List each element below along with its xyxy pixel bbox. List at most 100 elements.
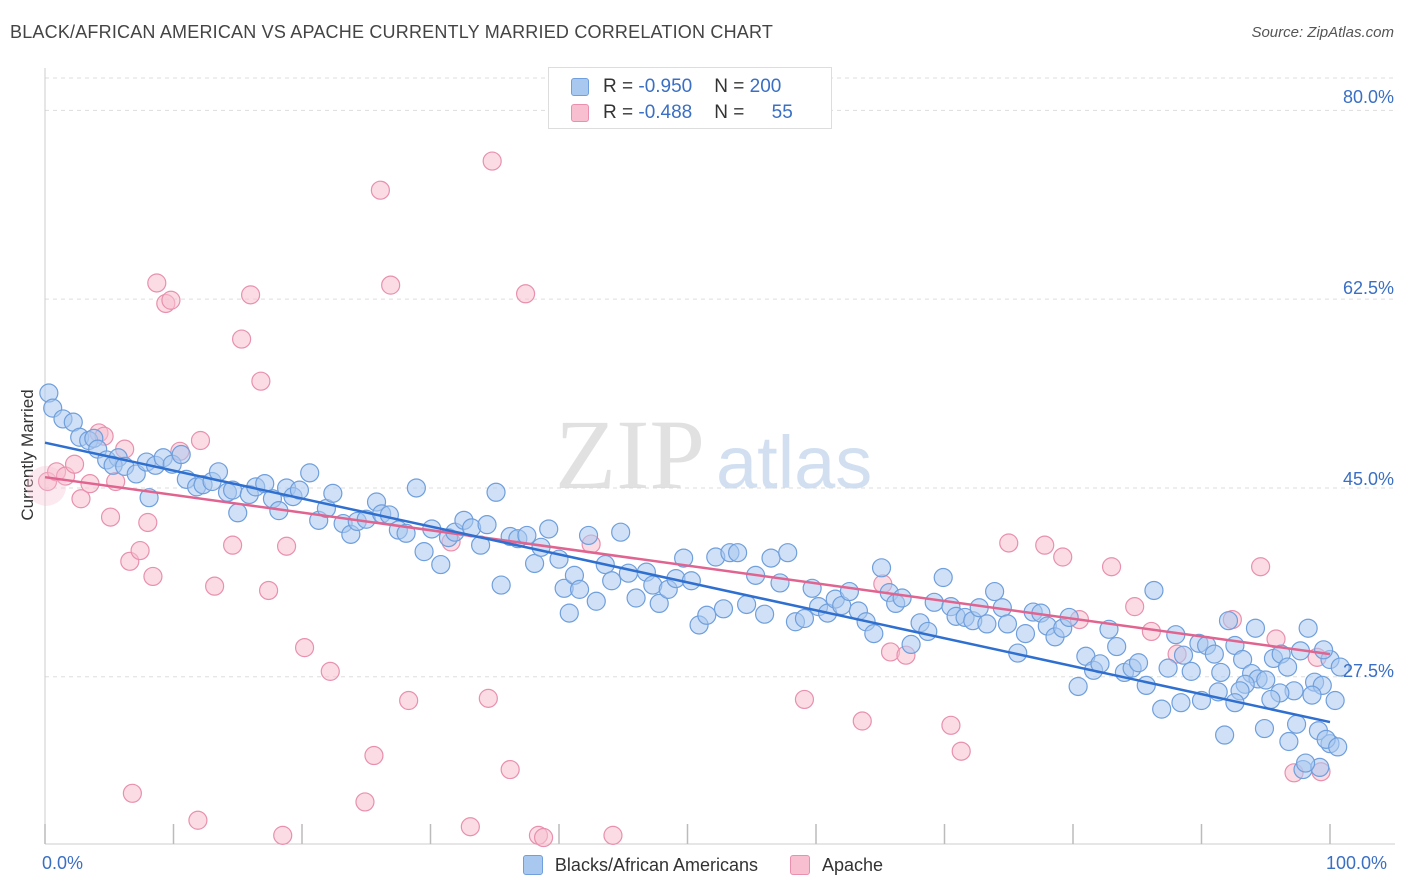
apache-point xyxy=(276,536,297,556)
legend-n-label: N = xyxy=(714,102,750,123)
apache-point xyxy=(515,284,536,304)
apache-point xyxy=(71,489,91,509)
blacks-point xyxy=(396,523,416,543)
watermark-atlas: atlas xyxy=(716,421,872,504)
blacks-point xyxy=(1068,676,1088,697)
blacks-point xyxy=(559,603,579,623)
blacks-point xyxy=(1279,731,1299,752)
blacks-point xyxy=(737,594,757,615)
blue-swatch-icon xyxy=(571,78,589,96)
blacks-point xyxy=(406,478,426,498)
blacks-point xyxy=(1215,725,1235,745)
blacks-point xyxy=(1171,693,1191,713)
legend-r-label: R = xyxy=(603,102,639,123)
blacks-point xyxy=(539,519,559,539)
apache-point xyxy=(1035,535,1055,555)
blacks-point xyxy=(1254,718,1275,739)
apache-point xyxy=(381,275,401,295)
apache-point xyxy=(370,180,390,200)
apache-point xyxy=(64,454,85,474)
pink-swatch-icon xyxy=(790,855,810,875)
legend-n-value: 200 xyxy=(749,76,782,97)
blacks-point xyxy=(1107,636,1127,657)
blacks-point xyxy=(864,624,884,644)
blacks-point xyxy=(1152,699,1172,719)
chart-title: BLACK/AFRICAN AMERICAN VS APACHE CURRENT… xyxy=(10,22,774,42)
legend-row-blacks: R = -0.950 N = 200 xyxy=(571,75,781,99)
blacks-point xyxy=(918,621,938,642)
blacks-point xyxy=(839,581,860,602)
legend-label-apache: Apache xyxy=(822,854,884,875)
apache-point xyxy=(143,566,163,587)
apache-point xyxy=(880,642,901,662)
apache-point xyxy=(1251,557,1271,577)
apache-point xyxy=(852,711,872,731)
blacks-point xyxy=(997,614,1018,634)
blacks-point xyxy=(255,474,275,494)
apache-point xyxy=(794,689,815,710)
apache-point xyxy=(161,290,181,310)
blacks-point xyxy=(1325,690,1345,711)
blacks-point xyxy=(1144,580,1164,601)
blacks-point xyxy=(1245,618,1266,638)
apache-point xyxy=(999,533,1019,553)
blacks-point xyxy=(431,554,451,575)
blacks-point xyxy=(924,592,944,612)
apache-point xyxy=(188,810,208,830)
blacks-point xyxy=(1128,653,1149,673)
apache-point xyxy=(355,792,375,812)
blacks-point xyxy=(754,604,775,624)
blacks-trend-line xyxy=(44,441,1331,724)
apache-point xyxy=(147,273,167,293)
apache-point xyxy=(294,638,315,658)
blacks-point xyxy=(1328,737,1348,757)
apache-point xyxy=(941,715,961,735)
series-legend: Blacks/African Americans Apache xyxy=(0,852,1406,878)
legend-item-blacks: Blacks/African Americans xyxy=(522,855,758,876)
blacks-point xyxy=(626,588,646,608)
apache-point xyxy=(603,825,623,845)
legend-item-apache: Apache xyxy=(790,855,883,876)
apache-point xyxy=(138,512,158,533)
blacks-point xyxy=(674,548,694,568)
blacks-point xyxy=(977,614,997,634)
apache-point xyxy=(1101,557,1122,577)
apache-point xyxy=(251,371,271,391)
blacks-point xyxy=(611,522,631,542)
blacks-point xyxy=(414,542,434,562)
y-tick-label-45: 45.0% xyxy=(1342,469,1394,489)
blacks-point xyxy=(1204,644,1224,664)
blacks-point xyxy=(1302,685,1322,705)
apache-point xyxy=(190,430,211,451)
blacks-point xyxy=(1233,649,1253,670)
blacks-point xyxy=(1261,689,1281,710)
blacks-point xyxy=(697,605,717,625)
blacks-point xyxy=(477,515,497,535)
apache-point xyxy=(241,285,261,305)
blacks-point xyxy=(1256,670,1276,690)
blacks-point xyxy=(1136,675,1156,696)
blue-swatch-icon xyxy=(522,855,543,875)
apache-point xyxy=(130,540,150,561)
blacks-point xyxy=(486,482,506,502)
correlation-legend: R = -0.950 N = 200 R = -0.488 N = 55 xyxy=(548,67,832,129)
apache-point xyxy=(478,688,498,708)
apache-point xyxy=(364,745,384,766)
x-tick-label-100: 100.0% xyxy=(1326,853,1388,873)
blacks-point xyxy=(728,543,748,563)
blacks-point xyxy=(1330,657,1350,677)
watermark-zip: ZIP xyxy=(555,399,705,510)
apache-point xyxy=(258,580,279,601)
apache-point xyxy=(399,690,419,711)
chart-source: Source: ZipAtlas.com xyxy=(1251,24,1394,41)
blacks-point xyxy=(569,579,590,599)
apache-point xyxy=(500,759,520,780)
blacks-point xyxy=(1173,645,1194,665)
apache-point xyxy=(232,329,252,349)
blacks-point xyxy=(1181,661,1201,681)
blacks-point xyxy=(1158,658,1178,678)
apache-point xyxy=(1053,547,1073,567)
apache-point xyxy=(273,825,293,845)
blacks-point xyxy=(1218,611,1239,631)
